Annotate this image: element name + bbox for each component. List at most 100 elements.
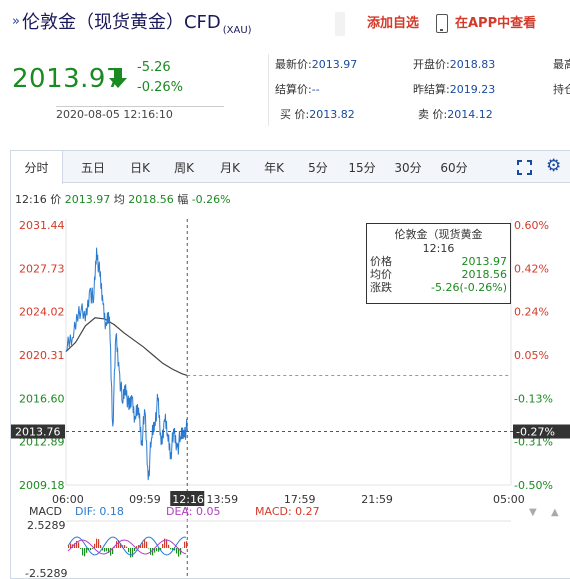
info-avg-label: 均: [113, 193, 125, 206]
macd-dea-label: DEA: 0.05: [166, 505, 220, 518]
prev-settle-value: 2019.23: [449, 83, 496, 96]
macd-bar: [70, 543, 72, 548]
tab-intraday[interactable]: 分时: [11, 151, 63, 184]
tooltip-chg-row: 涨跌 -5.26(-0.26%): [367, 281, 510, 294]
ask-price-value: 2014.12: [447, 108, 493, 121]
info-avg: 2018.56: [128, 193, 174, 206]
tab-five-day[interactable]: 五日: [80, 161, 105, 175]
macd-bar: [100, 545, 102, 548]
add-watchlist-button[interactable]: 添加自选: [335, 12, 425, 36]
x-tick-label: 05:00: [493, 493, 525, 506]
y-tick-label-left: 2024.02: [19, 306, 65, 319]
tab-15min[interactable]: 15分: [348, 161, 376, 175]
macd-bar: [94, 543, 96, 548]
macd-bar: [186, 541, 188, 548]
price-change-percent: -0.26%: [137, 80, 183, 95]
macd-bar: [174, 548, 176, 551]
expand-icon[interactable]: [517, 160, 532, 175]
crosshair-y-label: 2013.76: [15, 426, 61, 439]
y-tick-label-right: -0.31%: [514, 436, 553, 449]
macd-bar: [130, 548, 132, 558]
chart-tooltip: 伦敦金（现货黄金 12:16 价格 2013.97 均价 2018.56 涨跌 -5.…: [366, 223, 511, 304]
macd-bar: [166, 539, 168, 548]
open-interest-label: 持仓: [553, 83, 570, 96]
ask-price-field: 卖 价:2014.12: [418, 106, 493, 122]
latest-price-field: 最新价:2013.97: [275, 56, 357, 72]
crosshair-y-badge: [11, 424, 65, 439]
macd-value-label: MACD: 0.27: [255, 505, 320, 518]
tooltip-price-row: 价格 2013.97: [367, 255, 510, 268]
open-price-value: 2018.83: [449, 58, 496, 71]
crosshair-pct-badge: [513, 424, 570, 439]
macd-bar: [80, 548, 82, 549]
macd-dif-label: DIF: 0.18: [75, 505, 124, 518]
macd-arrow-up-icon: ▲: [551, 507, 559, 518]
tooltip-time: 12:16: [422, 242, 455, 255]
tab-60min[interactable]: 60分: [440, 161, 468, 175]
tooltip-chg-label: 涨跌: [370, 281, 392, 294]
chart-info-line: 12:16 价 2013.97 均 2018.56 幅 -0.26%: [15, 191, 231, 207]
macd-bar: [164, 538, 166, 548]
tooltip-avg-row: 均价 2018.56: [367, 268, 510, 281]
macd-bar: [84, 548, 86, 557]
divider: [268, 54, 269, 126]
bid-price-label: 买 价:: [280, 108, 310, 121]
high-price-label: 最高: [553, 58, 570, 71]
tab-30min[interactable]: 30分: [394, 161, 422, 175]
macd-bar: [132, 548, 134, 557]
info-price-label: 价: [50, 193, 62, 206]
bid-price-field: 买 价:2013.82: [280, 106, 355, 122]
macd-dif-line: [67, 536, 187, 556]
macd-bar: [178, 548, 180, 557]
macd-bar: [160, 548, 162, 550]
macd-bar: [86, 548, 88, 553]
tab-daily-k[interactable]: 日K: [130, 161, 150, 175]
avg-price-line: [65, 317, 188, 377]
macd-arrow-down-icon: ▼: [529, 507, 537, 518]
macd-bar: [142, 542, 144, 548]
tab-yearly-k[interactable]: 年K: [264, 161, 284, 175]
macd-bar: [146, 541, 148, 548]
tooltip-chg-value: -5.26(-0.26%): [431, 281, 507, 294]
macd-bar: [118, 540, 120, 548]
tooltip-title: 伦敦金（现货黄金: [394, 228, 483, 241]
info-price: 2013.97: [64, 193, 111, 206]
prev-settle-field: 昨结算:2019.23: [413, 81, 495, 97]
latest-price-label: 最新价:: [275, 58, 312, 71]
macd-bar: [110, 548, 112, 556]
macd-bar: [172, 548, 174, 551]
prev-settle-label: 昨结算:: [413, 83, 450, 96]
quote-timestamp: 2020-08-05 12:16:10: [56, 106, 224, 121]
macd-bar: [104, 548, 106, 552]
tab-monthly-k[interactable]: 月K: [220, 161, 240, 175]
y-tick-label-right: -0.13%: [514, 392, 553, 405]
instrument-name: 伦敦金（现货黄金）CFD: [21, 12, 221, 33]
bid-price-value: 2013.82: [309, 108, 355, 121]
macd-bar: [124, 545, 126, 548]
macd-bar: [168, 544, 170, 548]
crosshair-pct-label: -0.27%: [516, 426, 555, 439]
tab-weekly-k[interactable]: 周K: [174, 161, 194, 175]
y-tick-label-right: 0.24%: [514, 306, 549, 319]
price-change: -5.26: [137, 60, 171, 75]
macd-label: MACD: [29, 505, 62, 518]
tooltip-price-value: 2013.97: [461, 255, 508, 268]
open-price-label: 开盘价:: [413, 58, 450, 71]
macd-bar: [140, 545, 142, 548]
x-tick-label: 21:59: [361, 493, 393, 506]
settings-gear-icon[interactable]: ⚙: [546, 156, 562, 176]
chart-panel: 分时 五日 日K 周K 月K 年K 5分 15分 30分 60分 ⚙ 12:16…: [10, 150, 570, 579]
y-tick-label-left: 2016.60: [19, 392, 65, 405]
tab-5min[interactable]: 5分: [308, 161, 328, 175]
y-tick-label-right: -0.50%: [514, 479, 553, 492]
y-tick-label-right: 0.60%: [514, 219, 549, 232]
macd-bar: [88, 548, 90, 551]
intraday-chart[interactable]: 2031.44 0.60% 2027.73 0.42% 2024.02 0.24% 2020…: [11, 151, 570, 579]
phone-icon[interactable]: [436, 14, 448, 33]
macd-bar: [102, 548, 104, 551]
view-in-app-link[interactable]: 在APP中查看: [455, 16, 537, 31]
open-price-field: 开盘价:2018.83: [413, 56, 495, 72]
info-amp-label: 幅: [177, 193, 189, 206]
y-tick-label-right: 0.05%: [514, 349, 549, 362]
y-tick-label-left: 2009.18: [19, 479, 65, 492]
